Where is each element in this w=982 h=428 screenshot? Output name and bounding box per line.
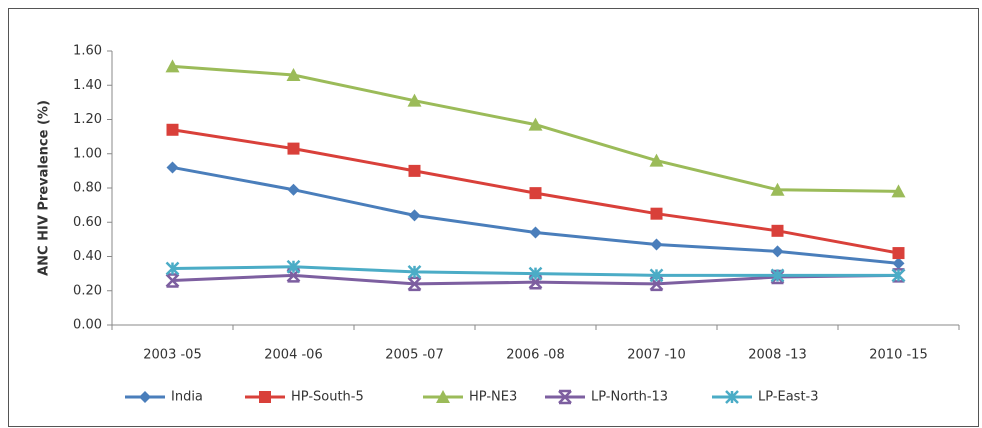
legend-label: HP-South-5 [291, 390, 364, 405]
point-marker [286, 67, 301, 81]
point-marker [286, 259, 301, 274]
point-marker [770, 268, 785, 283]
x-tick-label: 2005 -07 [385, 348, 443, 363]
point-marker [649, 153, 664, 167]
y-tick-label: 1.00 [73, 146, 102, 161]
chart-frame [8, 8, 979, 427]
point-marker [166, 161, 179, 174]
legend-label: LP-East-3 [758, 390, 819, 405]
point-marker [407, 93, 422, 107]
point-marker [771, 224, 784, 237]
x-tick-label: 2008 -13 [748, 348, 806, 363]
x-tick-label: 2006 -08 [506, 348, 564, 363]
x-tick-label: 2003 -05 [143, 348, 201, 363]
point-marker [166, 123, 179, 136]
x-tick-label: 2010 -15 [869, 348, 927, 363]
point-marker [891, 184, 906, 198]
legend-label: LP-North-13 [591, 390, 668, 405]
y-tick-label: 1.40 [73, 78, 102, 93]
point-marker [165, 261, 180, 276]
y-axis-title: ANC HIV Prevalence (%) [37, 100, 52, 276]
point-marker [770, 182, 785, 196]
point-marker [892, 257, 905, 270]
point-marker [408, 164, 421, 177]
point-marker [165, 273, 180, 288]
point-marker [649, 276, 664, 292]
point-marker [287, 183, 300, 196]
point-marker [408, 209, 421, 222]
point-marker [649, 268, 664, 283]
point-marker [892, 247, 905, 260]
point-marker [650, 238, 663, 251]
point-marker [891, 268, 906, 283]
y-tick-label: 0.00 [73, 318, 102, 333]
legend-label: HP-NE3 [469, 390, 517, 405]
legend-marker [725, 390, 739, 404]
point-marker [407, 276, 422, 292]
legend-label: India [171, 390, 203, 405]
point-marker [407, 265, 422, 279]
legend-marker [558, 389, 572, 405]
y-tick-label: 0.80 [73, 181, 102, 196]
point-marker [529, 226, 542, 239]
point-marker [528, 274, 543, 290]
point-marker [650, 207, 663, 220]
legend-marker [436, 390, 450, 403]
point-marker [771, 245, 784, 258]
point-marker [528, 117, 543, 131]
point-marker [529, 187, 542, 200]
point-marker [165, 59, 180, 73]
point-marker [286, 268, 301, 283]
y-tick-label: 0.20 [73, 283, 102, 298]
point-marker [287, 142, 300, 155]
point-marker [528, 266, 543, 281]
legend-marker [259, 391, 271, 403]
legend-marker [139, 391, 151, 403]
y-tick-label: 0.40 [73, 249, 102, 264]
x-tick-label: 2004 -06 [264, 348, 322, 363]
y-tick-label: 1.60 [73, 44, 102, 59]
y-tick-label: 1.20 [73, 112, 102, 127]
x-tick-label: 2007 -10 [627, 348, 685, 363]
y-tick-label: 0.60 [73, 215, 102, 230]
